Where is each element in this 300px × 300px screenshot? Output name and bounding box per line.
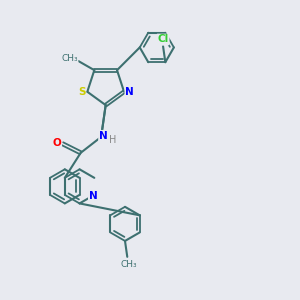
Text: N: N xyxy=(89,191,98,201)
Text: S: S xyxy=(78,87,85,97)
Text: Cl: Cl xyxy=(158,34,169,44)
Text: N: N xyxy=(99,131,108,141)
Text: N: N xyxy=(125,87,134,97)
Text: O: O xyxy=(52,138,61,148)
Text: CH₃: CH₃ xyxy=(61,54,78,63)
Text: H: H xyxy=(109,135,116,145)
Text: CH₃: CH₃ xyxy=(120,260,137,269)
